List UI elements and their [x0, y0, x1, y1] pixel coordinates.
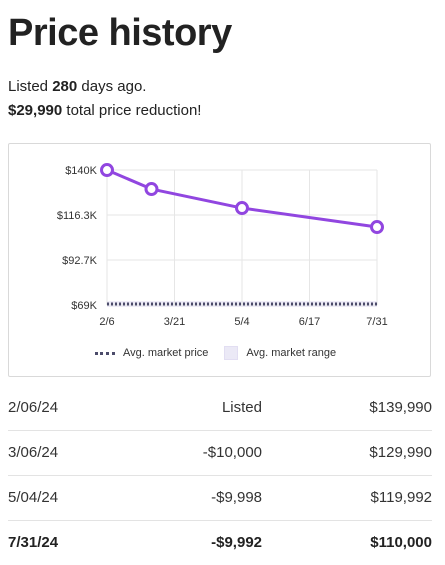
y-tick-label: $140K	[65, 165, 97, 177]
history-date: 3/06/24	[8, 444, 59, 461]
y-tick-label: $69K	[71, 300, 97, 312]
history-row: 7/31/24 -$9,992 $110,000	[8, 521, 432, 565]
history-date: 5/04/24	[8, 489, 59, 506]
listed-prefix: Listed	[8, 78, 49, 95]
x-tick-label: 7/31	[366, 316, 387, 328]
history-event: -$9,998	[211, 489, 262, 506]
price-chart-card: 2/6 3/21 5/4 6/17 7/31 $140K $116.3K $92.7K $69K…	[8, 143, 431, 377]
history-date: 7/31/24	[8, 534, 59, 551]
x-tick-label: 5/4	[234, 316, 249, 328]
history-event: -$10,000	[202, 444, 262, 461]
page-title: Price history	[8, 12, 232, 54]
history-event: -$9,992	[211, 534, 262, 551]
legend-avg-range: Avg. market range	[224, 346, 336, 360]
chart-legend: Avg. market price Avg. market range	[95, 346, 336, 360]
history-row: 5/04/24 -$9,998 $119,992	[8, 476, 432, 521]
listed-suffix: days ago.	[81, 78, 147, 95]
legend-avg-price: Avg. market price	[95, 347, 208, 359]
history-event: Listed	[221, 399, 262, 416]
price-summary: Listed 280 days ago. $29,990 total price…	[8, 75, 201, 123]
legend-avg-range-label: Avg. market range	[246, 347, 337, 359]
x-tick-label: 2/6	[99, 316, 114, 328]
history-row: 3/06/24 -$10,000 $129,990	[8, 431, 432, 476]
history-price: $119,992	[370, 489, 432, 506]
history-row: 2/06/24 Listed $139,990	[8, 386, 432, 431]
x-tick-label: 6/17	[299, 316, 320, 328]
history-date: 2/06/24	[8, 399, 59, 416]
listed-days: 280	[52, 78, 78, 95]
price-series-line	[106, 168, 378, 229]
reduction-amount: $29,990	[8, 102, 63, 119]
price-chart: 2/6 3/21 5/4 6/17 7/31 $140K $116.3K $92.7K $69K	[57, 163, 388, 328]
listed-summary: Listed 280 days ago.	[8, 75, 201, 99]
history-price: $110,000	[370, 534, 432, 551]
price-point	[144, 182, 159, 197]
reduction-summary: $29,990 total price reduction!	[8, 99, 201, 123]
y-tick-label: $116.3K	[57, 210, 98, 222]
price-history-table: 2/06/24 Listed $139,990 3/06/24 -$10,000 $129…	[8, 386, 432, 565]
legend-avg-price-label: Avg. market price	[123, 347, 209, 359]
history-price: $129,990	[369, 444, 432, 461]
y-tick-label: $92.7K	[62, 255, 98, 267]
price-point	[370, 220, 384, 235]
x-tick-label: 3/21	[164, 316, 185, 328]
range-swatch	[224, 346, 239, 360]
dotted-line-swatch	[95, 351, 115, 355]
reduction-suffix: total price reduction!	[66, 102, 202, 119]
price-point	[100, 163, 114, 178]
history-price: $139,990	[369, 399, 432, 416]
price-point	[235, 201, 249, 216]
